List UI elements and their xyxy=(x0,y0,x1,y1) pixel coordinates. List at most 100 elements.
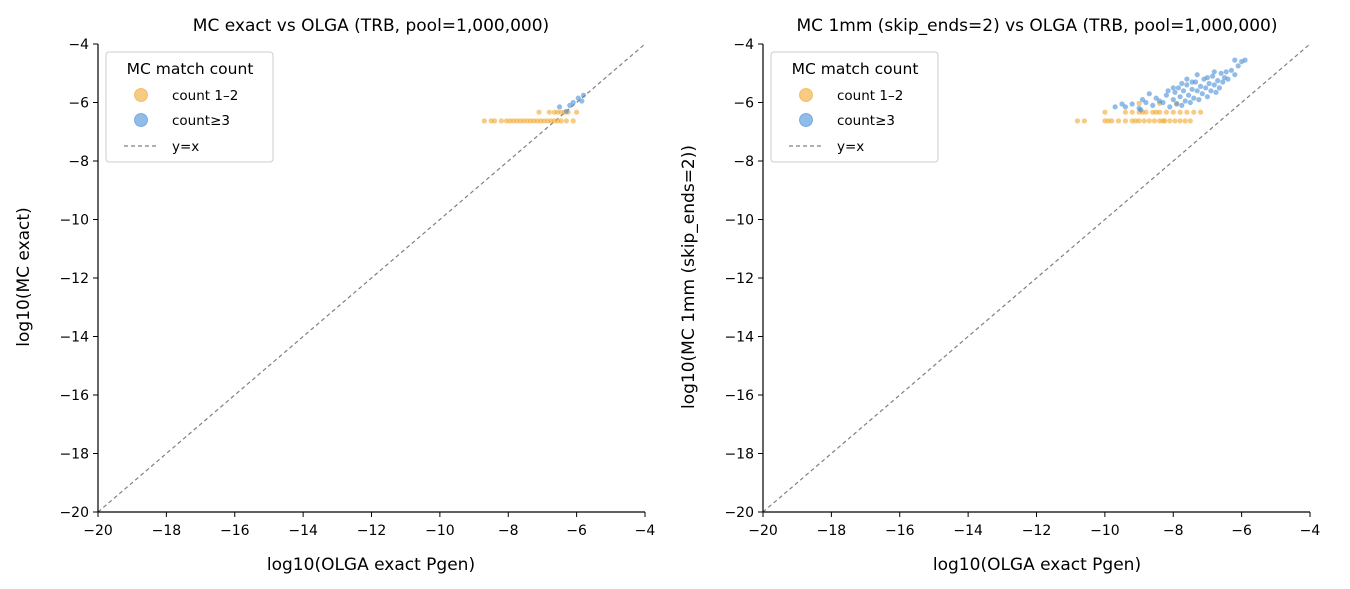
point-count-1-2 xyxy=(563,118,570,124)
left-points-layer xyxy=(481,92,587,124)
point-count-3-plus xyxy=(1170,97,1176,103)
point-count-3-plus xyxy=(1204,75,1210,81)
x-tick-label: −4 xyxy=(1300,523,1321,539)
y-tick-label: −4 xyxy=(68,37,89,53)
point-count-3-plus xyxy=(1187,99,1193,106)
point-count-3-plus xyxy=(1153,95,1159,101)
point-count-3-plus xyxy=(1182,98,1188,104)
y-tick-label: −4 xyxy=(733,37,754,53)
point-count-3-plus xyxy=(1215,78,1221,84)
y-tick-label: −14 xyxy=(59,330,89,346)
point-count-1-2 xyxy=(536,109,542,115)
point-count-3-plus xyxy=(1184,82,1190,88)
point-count-1-2 xyxy=(1133,118,1139,124)
point-count-3-plus xyxy=(1223,69,1229,75)
point-count-1-2 xyxy=(1167,118,1173,124)
left-panel: MC exact vs OLGA (TRB, pool=1,000,000) l… xyxy=(14,16,655,575)
x-tick-label: −6 xyxy=(1231,523,1252,539)
y-tick-label: −12 xyxy=(724,271,754,287)
point-count-1-2 xyxy=(481,118,487,124)
point-count-3-plus xyxy=(1208,88,1214,94)
diagonal-line xyxy=(762,43,1311,513)
point-count-1-2 xyxy=(1163,109,1169,115)
point-count-1-2 xyxy=(1187,118,1193,124)
y-tick-label: −8 xyxy=(68,154,89,170)
x-tick-label: −10 xyxy=(1090,523,1120,539)
point-count-3-plus xyxy=(1170,85,1176,91)
point-count-3-plus xyxy=(1225,76,1231,82)
point-count-3-plus xyxy=(1213,89,1219,95)
x-tick-label: −16 xyxy=(220,523,250,539)
y-tick-label: −10 xyxy=(724,213,754,229)
point-count-3-plus xyxy=(1242,57,1248,63)
point-count-3-plus xyxy=(1228,67,1234,73)
point-count-1-2 xyxy=(1146,118,1152,124)
point-count-3-plus xyxy=(1146,91,1152,97)
x-tick-label: −10 xyxy=(425,523,455,539)
x-tick-label: −12 xyxy=(357,523,387,539)
point-count-1-2 xyxy=(1184,109,1190,115)
point-count-3-plus xyxy=(1191,95,1197,101)
left-legend-label-count12: count 1–2 xyxy=(172,88,238,104)
point-count-3-plus xyxy=(1206,80,1212,87)
left-legend: MC match count count 1–2 count≥3 y=x xyxy=(105,51,274,163)
point-count-1-2 xyxy=(1074,118,1081,124)
y-tick-label: −10 xyxy=(59,213,89,229)
point-count-1-2 xyxy=(558,118,564,124)
point-count-3-plus xyxy=(1180,88,1187,94)
point-count-1-2 xyxy=(1136,100,1142,106)
point-count-3-plus xyxy=(1189,86,1195,92)
point-count-1-2 xyxy=(1105,118,1111,124)
y-tick-label: −18 xyxy=(59,447,89,463)
point-count-3-plus xyxy=(1177,94,1183,100)
x-tick-label: −18 xyxy=(817,523,847,539)
x-tick-label: −20 xyxy=(83,523,113,539)
y-tick-label: −6 xyxy=(68,96,89,112)
point-count-1-2 xyxy=(1102,109,1108,115)
x-tick-label: −18 xyxy=(152,523,182,539)
point-count-1-2 xyxy=(498,118,504,124)
y-tick-label: −14 xyxy=(724,330,754,346)
point-count-3-plus xyxy=(1150,102,1156,108)
point-count-3-plus xyxy=(1235,63,1241,69)
x-tick-label: −14 xyxy=(288,523,318,539)
x-tick-label: −8 xyxy=(498,523,519,539)
point-count-1-2 xyxy=(1129,109,1135,115)
x-tick-label: −14 xyxy=(953,523,983,539)
point-count-3-plus xyxy=(567,102,573,108)
point-count-3-plus xyxy=(1189,79,1195,85)
x-tick-label: −12 xyxy=(1022,523,1052,539)
left-legend-label-count3: count≥3 xyxy=(172,113,230,129)
right-y-ticks: −20 −18 −16 −14 −12 −10 −8 −6 −4 xyxy=(724,37,763,521)
point-count-3-plus xyxy=(1165,88,1171,94)
point-count-3-plus xyxy=(1204,94,1210,100)
point-count-1-2 xyxy=(1172,118,1178,124)
point-count-1-2 xyxy=(1177,109,1183,115)
left-legend-label-diagonal: y=x xyxy=(172,139,199,155)
point-count-3-plus xyxy=(556,104,563,110)
point-count-3-plus xyxy=(1194,72,1200,78)
point-count-3-plus xyxy=(1220,79,1226,85)
diagonal-line xyxy=(97,43,646,513)
x-tick-label: −20 xyxy=(748,523,778,539)
y-tick-label: −12 xyxy=(59,271,89,287)
right-panel: MC 1mm (skip_ends=2) vs OLGA (TRB, pool=… xyxy=(679,16,1320,575)
y-tick-label: −8 xyxy=(733,154,754,170)
point-count-3-plus xyxy=(563,108,570,114)
point-count-3-plus xyxy=(1199,91,1205,97)
point-count-3-plus xyxy=(1203,85,1209,91)
point-count-3-plus xyxy=(1143,99,1149,106)
point-count-3-plus xyxy=(1138,107,1144,113)
left-legend-marker-count12 xyxy=(134,88,148,102)
point-count-3-plus xyxy=(1174,101,1180,107)
point-count-3-plus xyxy=(1167,104,1173,110)
point-count-3-plus xyxy=(1112,104,1118,110)
point-count-1-2 xyxy=(1081,118,1087,124)
right-y-axis-label: log10(MC 1mm (skip_ends=2)) xyxy=(679,145,699,409)
point-count-3-plus xyxy=(1122,104,1128,110)
point-count-1-2 xyxy=(570,118,576,124)
right-points-layer xyxy=(1074,57,1248,124)
point-count-1-2 xyxy=(574,109,580,115)
right-legend-title: MC match count xyxy=(792,60,919,78)
